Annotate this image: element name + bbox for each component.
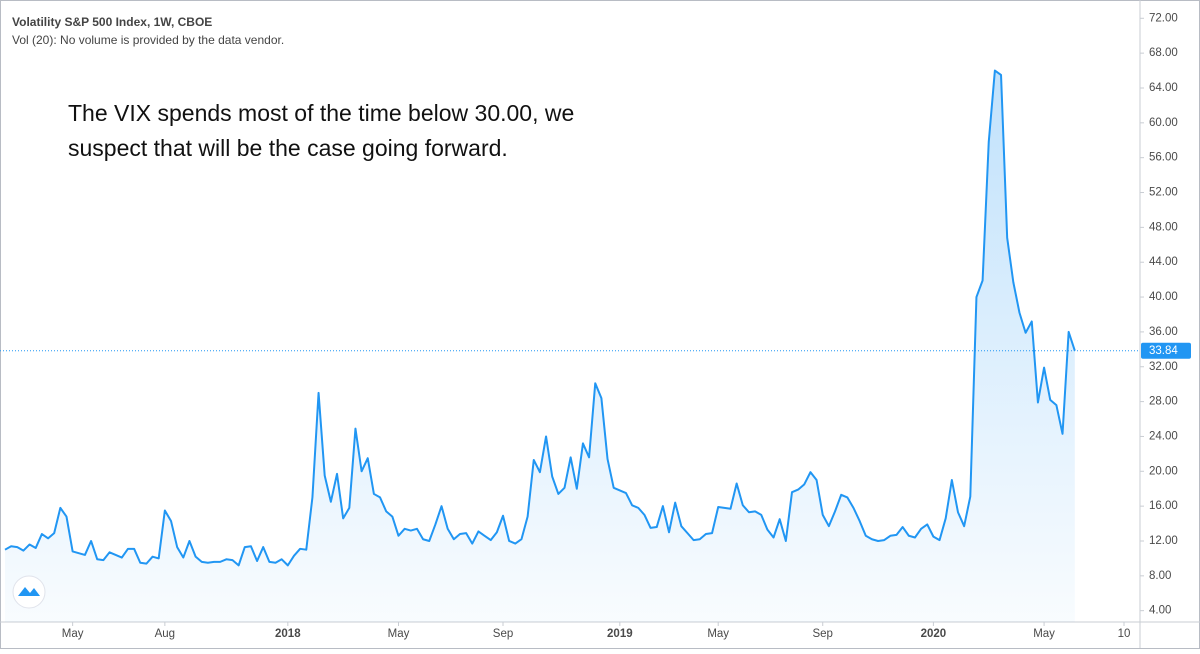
y-tick-label: 44.00 <box>1149 256 1178 268</box>
area-fill <box>5 70 1075 622</box>
logo-icon[interactable] <box>18 587 40 596</box>
annotation-line: The VIX spends most of the time below 30… <box>68 100 574 126</box>
y-tick-label: 36.00 <box>1149 326 1178 338</box>
x-tick-label: 10 <box>1118 628 1131 640</box>
x-tick-label: May <box>707 628 729 640</box>
last-price-label: 33.84 <box>1149 345 1178 357</box>
y-tick-label: 8.00 <box>1149 570 1171 582</box>
y-tick-label: 12.00 <box>1149 535 1178 547</box>
y-tick-label: 72.00 <box>1149 12 1178 24</box>
chart-subtitle: Vol (20): No volume is provided by the d… <box>12 33 284 47</box>
y-tick-label: 40.00 <box>1149 291 1178 303</box>
x-tick-label: May <box>388 628 410 640</box>
logo[interactable] <box>12 575 46 609</box>
y-tick-label: 60.00 <box>1149 117 1178 129</box>
x-tick-label: 2019 <box>607 628 633 640</box>
y-tick-label: 64.00 <box>1149 82 1178 94</box>
x-tick-label: Aug <box>155 628 175 640</box>
y-tick-label: 16.00 <box>1149 500 1178 512</box>
y-tick-label: 4.00 <box>1149 605 1171 617</box>
chart-title: Volatility S&P 500 Index, 1W, CBOE <box>12 15 212 29</box>
annotation-line: suspect that will be the case going forw… <box>68 135 508 161</box>
x-tick-label: May <box>62 628 84 640</box>
x-tick-label: May <box>1033 628 1055 640</box>
y-tick-label: 28.00 <box>1149 396 1178 408</box>
y-tick-label: 32.00 <box>1149 361 1178 373</box>
x-tick-label: Sep <box>812 628 832 640</box>
y-tick-label: 68.00 <box>1149 47 1178 59</box>
x-tick-label: 2020 <box>921 628 947 640</box>
y-tick-label: 20.00 <box>1149 465 1178 477</box>
series-line <box>4 69 1076 567</box>
last-price-badge <box>1141 342 1191 359</box>
x-tick-label: 2018 <box>275 628 301 640</box>
y-tick-label: 48.00 <box>1149 221 1178 233</box>
y-tick-label: 24.00 <box>1149 430 1178 442</box>
x-tick-label: Sep <box>493 628 513 640</box>
y-tick-label: 52.00 <box>1149 187 1178 199</box>
plot-area <box>4 69 1076 622</box>
y-tick-label: 56.00 <box>1149 152 1178 164</box>
